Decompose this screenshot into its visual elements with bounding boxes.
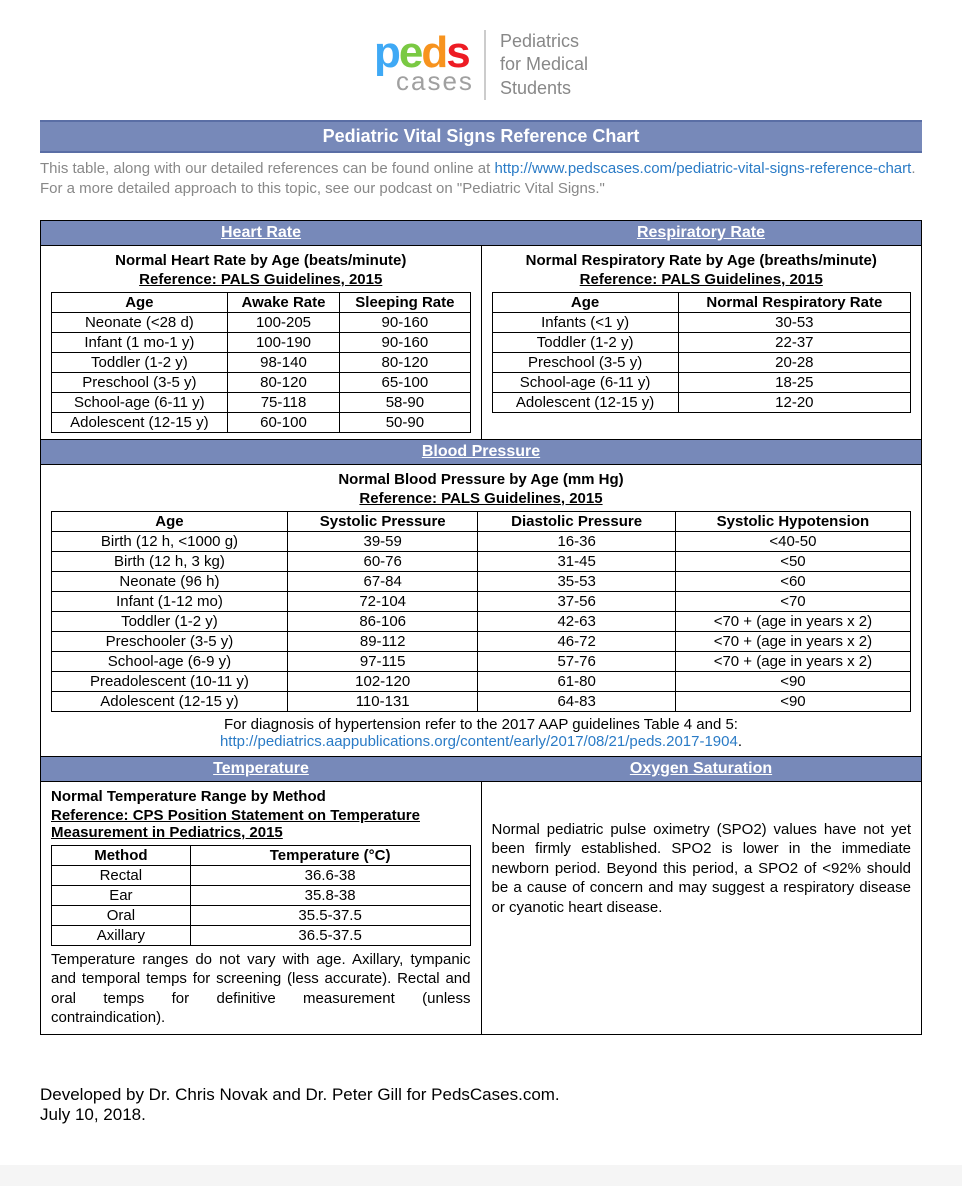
rr-cell: Normal Respiratory Rate by Age (breaths/… <box>481 245 922 439</box>
table-row: Toddler (1-2 y)86-10642-63<70 + (age in … <box>52 611 911 631</box>
table-row: Preschool (3-5 y)20-28 <box>492 352 911 372</box>
hr-ref: Reference: PALS Guidelines, 2015 <box>51 271 471 288</box>
rr-header: Respiratory Rate <box>481 220 922 245</box>
hr-header: Heart Rate <box>41 220 482 245</box>
logo-tagline: Pediatrics for Medical Students <box>484 30 588 100</box>
bp-col-sys: Systolic Pressure <box>287 511 478 531</box>
bp-note-post: . <box>738 733 742 750</box>
document-page: peds cases Pediatrics for Medical Studen… <box>0 0 962 1165</box>
table-row: Adolescent (12-15 y)110-13164-83<90 <box>52 691 911 711</box>
table-row: Infant (1-12 mo)72-10437-56<70 <box>52 591 911 611</box>
intro-pre: This table, along with our detailed refe… <box>40 160 494 177</box>
table-row: Adolescent (12-15 y)12-20 <box>492 392 911 412</box>
table-row: Neonate (96 h)67-8435-53<60 <box>52 571 911 591</box>
spo2-cell: Normal pediatric pulse oximetry (SPO2) v… <box>481 781 922 1034</box>
page-title: Pediatric Vital Signs Reference Chart <box>40 120 922 153</box>
bp-col-hypo: Systolic Hypotension <box>675 511 910 531</box>
tagline-2: for Medical <box>500 53 588 76</box>
temp-title: Normal Temperature Range by Method <box>51 788 471 805</box>
table-row: School-age (6-11 y)18-25 <box>492 372 911 392</box>
table-row: Ear35.8-38 <box>52 885 471 905</box>
rr-col-age: Age <box>492 292 678 312</box>
table-row: Adolescent (12-15 y)60-10050-90 <box>52 412 471 432</box>
table-row: Preschool (3-5 y)80-12065-100 <box>52 372 471 392</box>
hr-col-age: Age <box>52 292 228 312</box>
table-row: Rectal36.6-38 <box>52 865 471 885</box>
table-row: Toddler (1-2 y)98-14080-120 <box>52 352 471 372</box>
footer-authors: Developed by Dr. Chris Novak and Dr. Pet… <box>40 1085 922 1105</box>
hr-col-awake: Awake Rate <box>227 292 340 312</box>
spo2-header: Oxygen Saturation <box>481 756 922 781</box>
table-row: School-age (6-9 y)97-11557-76<70 + (age … <box>52 651 911 671</box>
bp-note-pre: For diagnosis of hypertension refer to t… <box>224 716 738 733</box>
table-row: School-age (6-11 y)75-11858-90 <box>52 392 471 412</box>
footer: Developed by Dr. Chris Novak and Dr. Pet… <box>40 1085 922 1125</box>
temp-cell: Normal Temperature Range by Method Refer… <box>41 781 482 1034</box>
rr-title: Normal Respiratory Rate by Age (breaths/… <box>492 252 912 269</box>
temp-ref: Reference: CPS Position Statement on Tem… <box>51 807 471 841</box>
bp-header: Blood Pressure <box>41 439 922 464</box>
table-row: Axillary36.5-37.5 <box>52 925 471 945</box>
logo: peds cases Pediatrics for Medical Studen… <box>40 20 922 120</box>
hr-col-sleeping: Sleeping Rate <box>340 292 470 312</box>
logo-mark: peds cases <box>374 33 474 98</box>
table-row: Preschooler (3-5 y)89-11246-72<70 + (age… <box>52 631 911 651</box>
tagline-3: Students <box>500 77 588 100</box>
table-row: Preadolescent (10-11 y)102-12061-80<90 <box>52 671 911 691</box>
table-row: Birth (12 h, 3 kg)60-7631-45<50 <box>52 551 911 571</box>
hr-table: Age Awake Rate Sleeping Rate Neonate (<2… <box>51 292 471 433</box>
table-row: Infant (1 mo-1 y)100-19090-160 <box>52 332 471 352</box>
hr-title: Normal Heart Rate by Age (beats/minute) <box>51 252 471 269</box>
intro-text: This table, along with our detailed refe… <box>40 159 922 200</box>
table-row: Oral35.5-37.5 <box>52 905 471 925</box>
vitals-table: Heart Rate Respiratory Rate Normal Heart… <box>40 220 922 1035</box>
bp-table: Age Systolic Pressure Diastolic Pressure… <box>51 511 911 712</box>
temp-note: Temperature ranges do not vary with age.… <box>51 950 471 1028</box>
rr-col-rate: Normal Respiratory Rate <box>678 292 910 312</box>
rr-table: Age Normal Respiratory Rate Infants (<1 … <box>492 292 912 413</box>
rr-ref: Reference: PALS Guidelines, 2015 <box>492 271 912 288</box>
temp-col-method: Method <box>52 845 191 865</box>
bp-ref: Reference: PALS Guidelines, 2015 <box>51 490 911 507</box>
bp-cell: Normal Blood Pressure by Age (mm Hg) Ref… <box>41 464 922 756</box>
bp-col-age: Age <box>52 511 288 531</box>
bp-col-dia: Diastolic Pressure <box>478 511 675 531</box>
temp-col-value: Temperature (°C) <box>190 845 470 865</box>
temp-table: Method Temperature (°C) Rectal36.6-38 Ea… <box>51 845 471 946</box>
table-row: Neonate (<28 d)100-20590-160 <box>52 312 471 332</box>
temp-header: Temperature <box>41 756 482 781</box>
spo2-note: Normal pediatric pulse oximetry (SPO2) v… <box>492 820 912 918</box>
tagline-1: Pediatrics <box>500 30 588 53</box>
bp-title: Normal Blood Pressure by Age (mm Hg) <box>51 471 911 488</box>
footer-date: July 10, 2018. <box>40 1105 922 1125</box>
bp-note-link[interactable]: http://pediatrics.aappublications.org/co… <box>220 733 738 750</box>
intro-link[interactable]: http://www.pedscases.com/pediatric-vital… <box>494 160 911 177</box>
table-row: Birth (12 h, <1000 g)39-5916-36<40-50 <box>52 531 911 551</box>
table-row: Toddler (1-2 y)22-37 <box>492 332 911 352</box>
bp-note: For diagnosis of hypertension refer to t… <box>51 716 911 750</box>
hr-cell: Normal Heart Rate by Age (beats/minute) … <box>41 245 482 439</box>
table-row: Infants (<1 y)30-53 <box>492 312 911 332</box>
